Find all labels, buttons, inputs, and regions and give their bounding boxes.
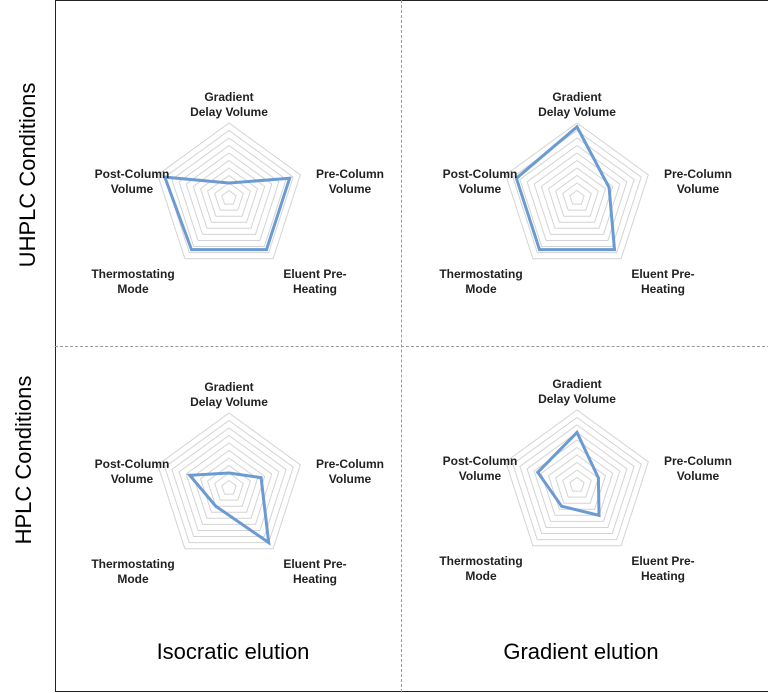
grid-ring [512,129,642,254]
data-polygon [535,429,601,518]
grid-ring [164,419,294,544]
axis-label-eluent-pre-heating: Eluent Pre-Heating [283,557,346,586]
axis-label-thermostating-mode: Thermostating Mode [91,557,174,586]
data-point-thermostating-mode [190,248,193,252]
axis-label-pre-column-volume: Pre-Column Volume [664,454,732,483]
axis-label-thermostating-mode: Thermostating Mode [439,267,522,296]
grid-ring [569,189,585,205]
grid-ring [207,174,251,217]
radar-chart-3: Gradient Delay Volume Pre-Column Volume Elue… [91,380,384,586]
data-point-gradient-delay-volume [575,125,579,129]
data-point-post-column-volume [188,473,192,477]
grid-ring [562,469,592,498]
data-point-thermostating-mode [214,504,218,508]
axis-label-post-column-volume: Post-Column Volume [443,167,518,196]
data-point-pre-column-volume [288,176,292,180]
axis-label-eluent-pre-heating: Eluent Pre-Heating [631,267,694,296]
grid-ring [533,439,621,522]
data-polygon [514,124,617,252]
grid-ring [505,409,649,547]
axis-label-post-column-volume: Post-Column Volume [95,167,170,196]
data-point-eluent-pre-heating [613,248,616,252]
axis-label-eluent-pre-heating: Eluent Pre-Heating [283,267,346,296]
grid-ring [171,137,287,247]
grid-ring [214,472,244,501]
horizontal-divider [55,346,768,347]
data-point-pre-column-volume [607,186,611,190]
grid-ring [540,446,614,516]
data-point-eluent-pre-heating [597,513,601,517]
grid-ring [207,464,251,507]
grid-ring [533,152,621,235]
grid-ring [547,167,607,223]
grid-ring [519,424,635,534]
grid-ring [555,174,599,217]
grid-ring [178,434,280,531]
grid-ring [569,476,585,492]
grid-ring [526,431,628,528]
axis-label-post-column-volume: Post-Column Volume [95,457,170,486]
axis-label-pre-column-volume: Pre-Column Volume [316,457,384,486]
data-point-pre-column-volume [259,476,263,480]
axis-label-thermostating-mode: Thermostating Mode [439,554,522,583]
data-point-post-column-volume [536,470,540,474]
column-label-isocratic: Isocratic elution [156,639,310,664]
data-polygon [186,471,271,546]
radar-chart-2: Gradient Delay Volume Pre-Column Volume Elue… [439,90,732,296]
grid-ring [512,416,642,541]
grid-ring [199,167,259,223]
grid-ring [185,442,273,525]
axis-label-gradient-delay-volume: Gradient Delay Volume [538,377,616,406]
grid-ring [555,461,599,504]
data-point-pre-column-volume [596,476,600,480]
data-point-eluent-pre-heating [267,541,271,545]
grid-ring [214,182,244,211]
axis-label-gradient-delay-volume: Gradient Delay Volume [538,90,616,119]
data-polygon [162,175,292,252]
axis-label-pre-column-volume: Pre-Column Volume [316,167,384,196]
data-point-post-column-volume [514,176,518,180]
data-point-post-column-volume [163,175,167,179]
grid-ring [505,122,649,260]
data-point-eluent-pre-heating [265,248,268,252]
grid-ring [192,449,266,519]
grid-ring [526,144,628,241]
grid-ring [157,122,301,260]
radar-chart-4: Gradient Delay Volume Pre-Column Volume Elue… [439,377,732,583]
grid-ring [519,137,635,247]
radar-chart-1: Gradient Delay Volume Pre-Column Volume Elue… [91,90,384,296]
grid-ring [221,189,237,205]
axis-label-pre-column-volume: Pre-Column Volume [664,167,732,196]
grid-ring [164,129,294,254]
data-point-thermostating-mode [560,504,564,508]
grid-ring [221,479,237,495]
grid-ring [157,412,301,550]
grid-ring [171,427,287,537]
grid-ring [178,144,280,241]
axis-label-gradient-delay-volume: Gradient Delay Volume [190,380,268,409]
axis-label-post-column-volume: Post-Column Volume [443,454,518,483]
axis-label-thermostating-mode: Thermostating Mode [91,267,174,296]
data-point-gradient-delay-volume [227,181,231,185]
data-point-gradient-delay-volume [575,431,579,434]
column-label-gradient: Gradient elution [503,639,659,664]
axis-label-eluent-pre-heating: Eluent Pre-Heating [631,554,694,583]
grid-ring [562,182,592,211]
data-point-gradient-delay-volume [227,471,231,475]
axis-label-gradient-delay-volume: Gradient Delay Volume [190,90,268,119]
data-point-thermostating-mode [538,248,541,252]
